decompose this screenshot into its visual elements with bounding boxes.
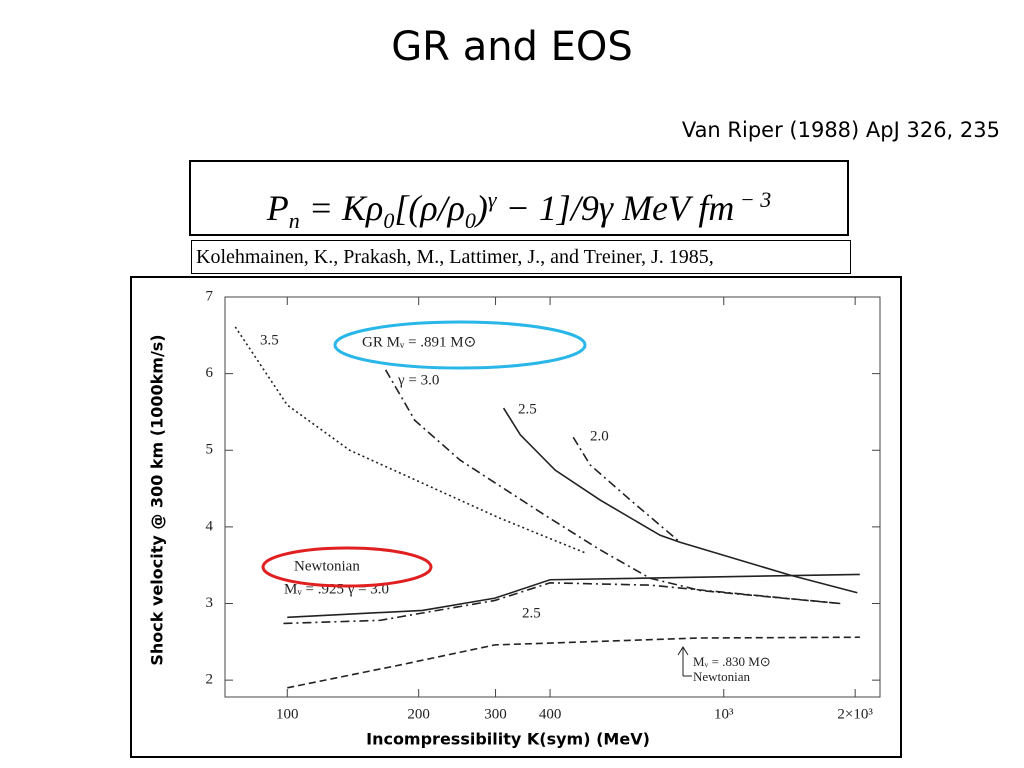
formula-part: 0 bbox=[464, 208, 476, 234]
y-tick-label: 7 bbox=[206, 288, 214, 304]
annotation: 2.5 bbox=[518, 401, 537, 417]
y-axis-label: Shock velocity @ 300 km (1000km/s) bbox=[148, 334, 167, 665]
annotation: γ = 3.0 bbox=[397, 372, 439, 388]
x-tick-label: 200 bbox=[407, 706, 430, 722]
plot-frame bbox=[224, 296, 881, 698]
highlight-ellipse bbox=[261, 546, 433, 588]
annotation: Newtonian bbox=[693, 669, 751, 684]
formula-part: n bbox=[288, 208, 300, 234]
formula-part: [(ρ/ρ bbox=[394, 188, 465, 228]
formula-part: ) bbox=[475, 188, 488, 228]
x-tick-label: 2×10³ bbox=[837, 706, 873, 722]
y-tick-label: 5 bbox=[206, 442, 214, 458]
formula-part: − 1]/9γ MeV fm bbox=[496, 188, 735, 228]
annotation: Mᵥ = .830 M⊙ bbox=[693, 654, 771, 669]
annotation: Newtonian bbox=[294, 558, 360, 574]
highlight-ellipse bbox=[333, 320, 587, 370]
x-axis-label: Incompressibility K(sym) (MeV) bbox=[366, 730, 650, 749]
x-tick-label: 300 bbox=[484, 706, 507, 722]
annotation: 2.5 bbox=[522, 605, 541, 621]
formula-part: = Kρ bbox=[299, 188, 384, 228]
series-line bbox=[283, 582, 841, 625]
series-line bbox=[287, 636, 860, 689]
series-line bbox=[234, 326, 586, 554]
arrow bbox=[677, 646, 692, 677]
citation: Van Riper (1988) ApJ 326, 235 bbox=[681, 118, 1000, 142]
slide-title: GR and EOS bbox=[391, 24, 633, 70]
y-tick-label: 4 bbox=[206, 518, 214, 534]
reference: Kolehmainen, K., Prakash, M., Lattimer, … bbox=[191, 240, 851, 274]
series-line bbox=[287, 573, 860, 619]
x-tick-label: 400 bbox=[539, 706, 562, 722]
annotation: 3.5 bbox=[260, 332, 279, 348]
y-tick-label: 6 bbox=[206, 365, 214, 381]
x-tick-label: 10³ bbox=[714, 706, 734, 722]
y-tick-label: 2 bbox=[206, 672, 214, 688]
annotation: GR Mᵥ = .891 M⊙ bbox=[362, 334, 476, 350]
series-line bbox=[572, 436, 681, 543]
formula-part: 0 bbox=[383, 208, 395, 234]
figure-frame bbox=[130, 276, 902, 758]
formula-part: γ bbox=[487, 187, 497, 212]
formula: Pn = Kρ0[(ρ/ρ0)γ − 1]/9γ MeV fm − 3 bbox=[189, 160, 849, 236]
formula-part: P bbox=[266, 188, 289, 228]
x-tick-label: 100 bbox=[276, 706, 299, 722]
y-tick-label: 3 bbox=[206, 595, 214, 611]
annotation: 2.0 bbox=[590, 428, 609, 444]
series-line bbox=[502, 407, 858, 594]
formula-part: − 3 bbox=[734, 187, 772, 212]
